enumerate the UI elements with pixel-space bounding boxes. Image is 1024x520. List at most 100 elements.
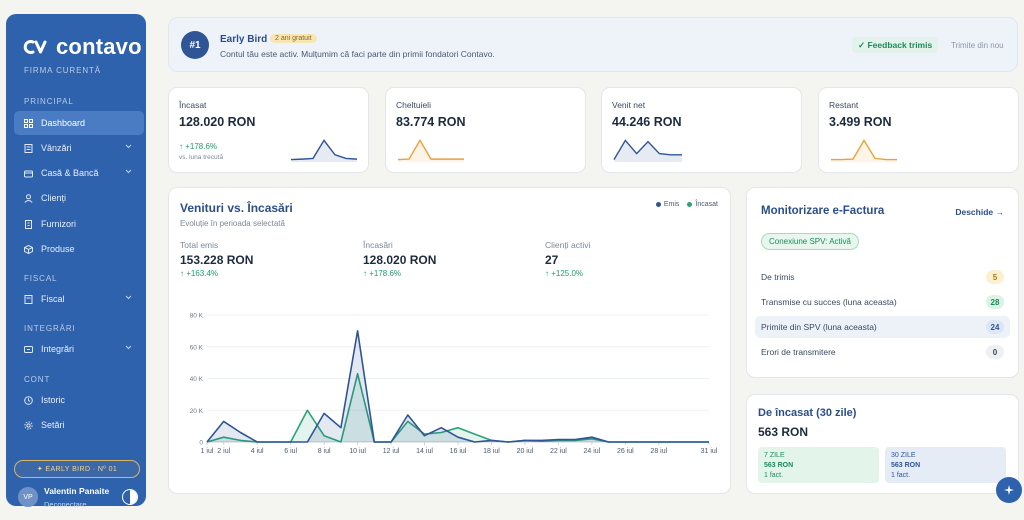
kpi-label: Restant <box>829 100 859 110</box>
sparkline-line <box>613 139 682 160</box>
revenue-chart-card: Venituri vs. Încasări Evoluție în perioa… <box>168 187 731 494</box>
efactura-row-transmise[interactable]: Transmise cu succes (luna aceasta) 28 <box>755 291 1010 313</box>
efactura-open-link[interactable]: Deschide → <box>955 207 1004 217</box>
contavo-logo[interactable]: contavo <box>22 34 142 60</box>
sidebar-item-casa-banca[interactable]: Casă & Bancă <box>14 161 144 185</box>
kpi-delta: ↑ +178.6% <box>179 142 218 151</box>
send-again-link[interactable]: Trimite din nou <box>951 41 1004 50</box>
sparkline-area <box>614 140 682 162</box>
sidebar-item-label: Clienți <box>41 193 67 203</box>
x-tick-label: 1 iul <box>201 448 214 455</box>
theme-toggle-icon[interactable] <box>122 489 138 505</box>
chart-subtitle: Evoluție în perioada selectată <box>180 219 285 228</box>
bucket-label: 7 ZILE <box>764 452 785 459</box>
stat-label: Încasări <box>363 240 393 250</box>
building-icon <box>25 219 32 229</box>
sparkline-line <box>290 139 358 161</box>
stat-value: 128.020 RON <box>363 253 437 267</box>
kpi-card-incasat[interactable]: Încasat 128.020 RON ↑ +178.6% vs. luna t… <box>168 87 369 173</box>
x-tick-label: 18 iul <box>483 448 500 455</box>
y-tick-label: 20 K <box>190 408 204 415</box>
sidebar-item-label: Dashboard <box>41 118 86 128</box>
series-area-Emis <box>207 330 709 442</box>
sidebar-item-fiscal[interactable]: Fiscal <box>14 287 144 311</box>
kpi-value: 3.499 RON <box>829 115 892 129</box>
kpi-card-cheltuieli[interactable]: Cheltuieli 83.774 RON <box>385 87 586 173</box>
kpi-label: Cheltuieli <box>396 100 431 110</box>
sparkle-icon <box>1004 485 1014 495</box>
count-badge: 5 <box>986 270 1004 284</box>
kpi-label: Încasat <box>179 100 207 110</box>
bucket-30-zile[interactable]: 30 ZILE 563 RON 1 fact. <box>885 447 1006 483</box>
grid-icon <box>24 118 33 128</box>
section-cont: CONT <box>24 375 51 384</box>
user-name: Valentin Panaite <box>44 486 110 496</box>
sparkline-line <box>831 139 897 161</box>
chevron-down-icon <box>125 295 132 300</box>
x-tick-label: 20 iul <box>517 448 534 455</box>
x-tick-label: 31 iul <box>701 448 718 455</box>
stat-label: Total emis <box>180 240 219 250</box>
stat-incasari: Încasări 128.020 RON ↑ +178.6% <box>363 240 436 278</box>
receipt-icon <box>24 294 33 304</box>
sidebar: contavo FIRMA CURENTĂ PRINCIPAL Dashboar… <box>6 14 146 509</box>
stat-delta: ↑ +125.0% <box>545 269 584 278</box>
efactura-row-label: Erori de transmitere <box>761 347 836 357</box>
count-badge: 28 <box>986 295 1004 309</box>
legend-incasat: Încasat <box>687 201 718 208</box>
user-profile[interactable]: VP Valentin Panaite Deconectare <box>14 484 140 514</box>
kpi-value: 44.246 RON <box>612 115 682 129</box>
sidebar-item-clienti[interactable]: Clienți <box>14 186 144 210</box>
chevron-down-icon <box>125 169 132 174</box>
sidebar-item-label: Furnizori <box>41 219 77 229</box>
y-tick-label: 60 K <box>190 344 204 351</box>
efactura-row-de-trimis[interactable]: De trimis 5 <box>755 266 1010 288</box>
early-bird-banner: #1 Early Bird 2 ani gratuit Contul tău e… <box>168 17 1018 72</box>
sparkline-chart <box>290 139 358 162</box>
sidebar-item-integrari[interactable]: Integrări <box>14 337 144 361</box>
assistant-button[interactable] <box>996 477 1022 503</box>
kpi-card-venit-net[interactable]: Venit net 44.246 RON <box>601 87 802 173</box>
efactura-row-primite[interactable]: Primite din SPV (luna aceasta) 24 <box>755 316 1010 338</box>
sidebar-item-label: Fiscal <box>41 294 65 304</box>
stat-clienti-activi: Clienți activi 27 ↑ +125.0% <box>545 240 590 278</box>
efactura-title: Monitorizare e-Factura <box>761 205 885 217</box>
feedback-sent-badge: ✓ Feedback trimis <box>852 37 939 53</box>
kpi-card-restant[interactable]: Restant 3.499 RON <box>818 87 1019 173</box>
banner-badge: 2 ani gratuit <box>270 34 317 43</box>
sidebar-item-istoric[interactable]: Istoric <box>14 388 144 412</box>
efactura-row-label: Primite din SPV (luna aceasta) <box>761 322 877 332</box>
sidebar-item-setari[interactable]: Setări <box>14 413 144 437</box>
logo-icon <box>23 40 47 54</box>
kpi-value: 83.774 RON <box>396 115 466 129</box>
revenue-area-chart[interactable]: 80 K 60 K 40 K 20 K 01 iul 2 iul 4 iul 6 iul 8 i… <box>169 298 730 488</box>
spv-status-badge: Conexiune SPV: Activă <box>761 233 859 250</box>
wallet-icon <box>24 170 33 177</box>
sidebar-item-vanzari[interactable]: Vânzări <box>14 136 144 160</box>
early-bird-pill[interactable]: ✦ EARLY BIRD · Nº 01 <box>14 460 140 478</box>
legend-label: Emis <box>663 201 680 208</box>
x-tick-label: 8 iul <box>318 448 331 455</box>
sidebar-item-dashboard[interactable]: Dashboard <box>14 111 144 135</box>
sparkline-chart <box>397 139 464 162</box>
sparkline-line <box>397 139 464 161</box>
count-badge: 24 <box>986 320 1004 334</box>
document-icon <box>24 143 33 153</box>
kpi-note: vs. luna trecută <box>179 154 224 161</box>
kpi-label: Venit net <box>612 100 646 110</box>
legend-label: Încasat <box>695 201 718 208</box>
chevron-down-icon <box>125 345 132 350</box>
stat-value: 27 <box>545 253 559 267</box>
x-tick-label: 6 iul <box>284 448 297 455</box>
sidebar-item-furnizori[interactable]: Furnizori <box>14 212 144 236</box>
bucket-7-zile[interactable]: 7 ZILE 563 RON 1 fact. <box>758 447 879 483</box>
box-icon <box>24 244 33 254</box>
sparkline-chart <box>831 139 897 162</box>
bucket-label: 30 ZILE <box>891 452 916 459</box>
chevron-down-icon <box>125 144 132 149</box>
sidebar-item-produse[interactable]: Produse <box>14 237 144 261</box>
efactura-row-erori[interactable]: Erori de transmitere 0 <box>755 341 1010 363</box>
bucket-amount: 563 RON <box>764 462 794 469</box>
logout-link[interactable]: Deconectare <box>44 500 87 509</box>
sparkline-chart <box>613 139 682 162</box>
